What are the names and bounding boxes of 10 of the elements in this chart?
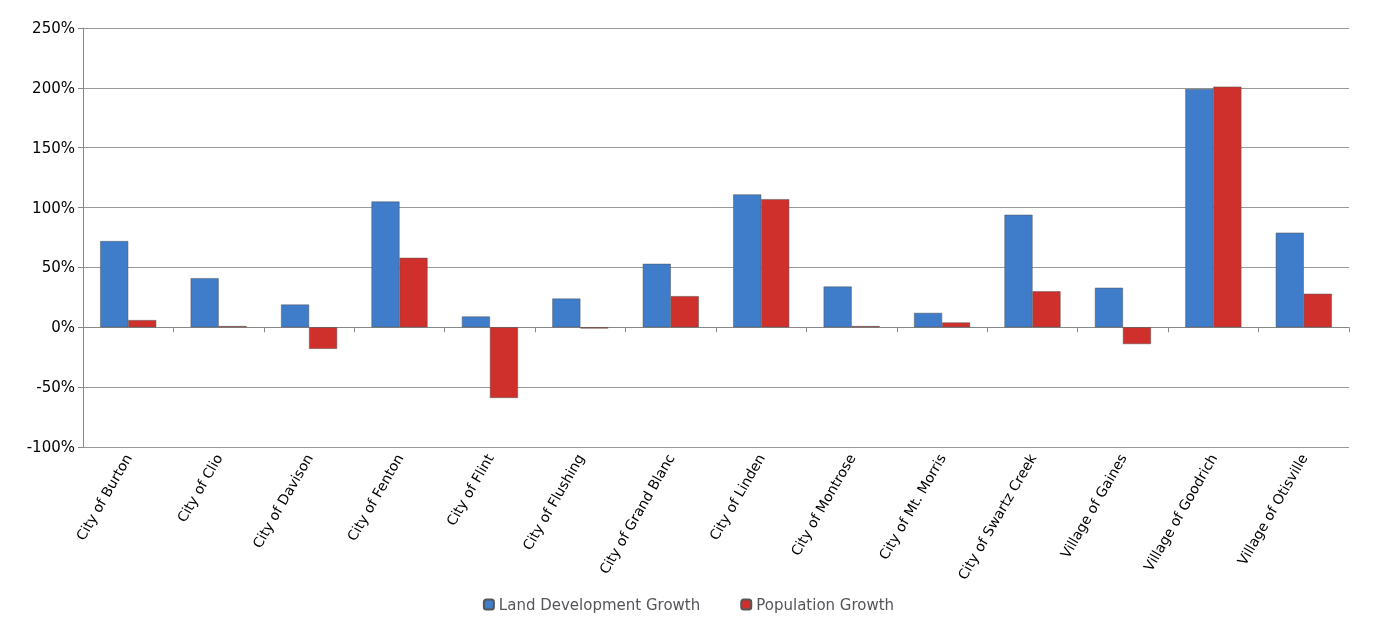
y-tick-label: -100% xyxy=(26,438,75,456)
y-tick-label: 200% xyxy=(32,78,75,97)
legend-label: Population Growth xyxy=(756,595,895,614)
y-tick-label: 100% xyxy=(32,198,75,217)
y-tick-label: 0% xyxy=(51,318,75,337)
y-tick-label: -50% xyxy=(36,378,75,397)
legend-label: Land Development Growth xyxy=(498,595,701,614)
y-tick-label: 50% xyxy=(41,258,75,277)
y-tick-label: 250% xyxy=(32,19,75,37)
y-tick-label: 150% xyxy=(32,138,75,157)
